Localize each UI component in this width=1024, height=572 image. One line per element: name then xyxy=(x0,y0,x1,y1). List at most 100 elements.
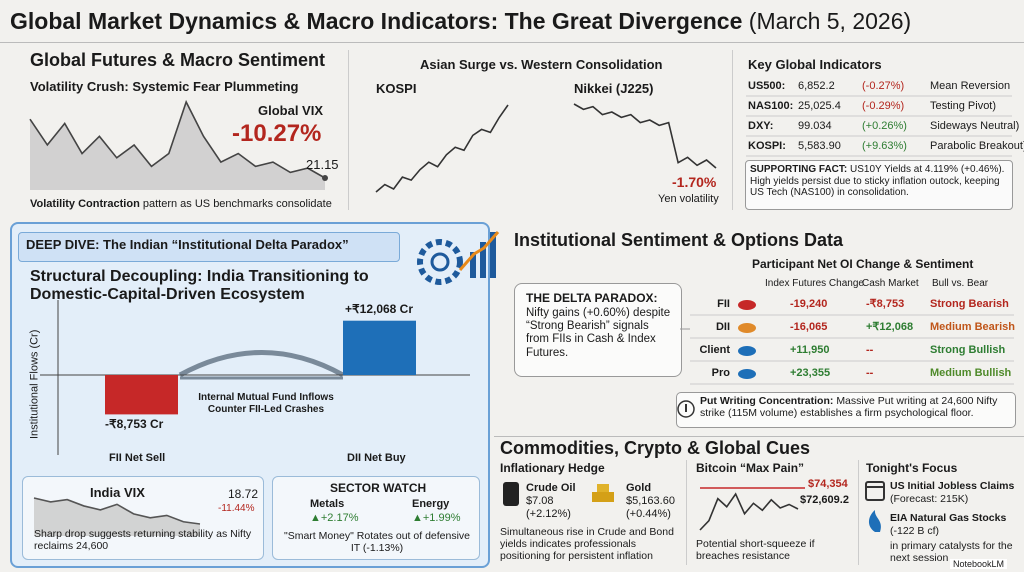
gold-name: Gold xyxy=(626,482,652,494)
gold-change: (+0.44%) xyxy=(626,508,671,520)
participant: Client xyxy=(699,344,730,356)
participant: FII xyxy=(717,298,730,310)
indicator-change: (-0.29%) xyxy=(862,100,905,112)
indicator-value: 99.034 xyxy=(798,120,832,132)
futures-change: -19,240 xyxy=(790,298,828,310)
indicator-change: (-0.27%) xyxy=(862,80,905,92)
sparkline xyxy=(573,103,717,169)
futures-change: +11,950 xyxy=(790,344,830,356)
crude-name: Crude Oil xyxy=(526,482,576,494)
bear-icon xyxy=(738,300,756,310)
sector-box xyxy=(272,476,480,560)
indicator-change: (+9.63%) xyxy=(862,140,907,152)
bar-name: DII Net Buy xyxy=(347,452,406,464)
put-box xyxy=(676,392,1016,428)
put-note: Put Writing Concentration: Massive Put w… xyxy=(700,395,1010,419)
axis-label: Institutional Flows (Cr) xyxy=(28,329,41,440)
put-label: Put Writing Concentration: xyxy=(700,395,834,407)
column-header: Index Futures Change xyxy=(765,278,864,289)
indicator-value: 25,025.4 xyxy=(798,100,841,112)
indicator-note: Testing Pivot) xyxy=(930,100,997,112)
subtitle: Volatility Crush: Systemic Fear Plummeti… xyxy=(30,79,299,94)
bull-icon xyxy=(738,346,756,356)
sector-change: ▲+2.17% xyxy=(310,512,359,524)
bar xyxy=(343,320,416,375)
vix-label: Global VIX xyxy=(258,103,324,118)
section-heading: Key Global Indicators xyxy=(748,57,882,72)
gold-price: $5,163.60 xyxy=(626,495,675,507)
footer: NotebookLM xyxy=(950,559,1008,570)
btc-resistance: $74,354 xyxy=(808,478,848,490)
sparkline xyxy=(699,492,799,531)
sparkline xyxy=(375,104,509,193)
btc-title: Bitcoin “Max Pain” xyxy=(696,461,805,475)
bar-label: +₹12,068 Cr xyxy=(345,301,414,316)
indicator-name: US500: xyxy=(748,80,786,92)
bridge xyxy=(178,350,345,378)
india-vix-label: India VIX xyxy=(90,485,145,500)
title: Global Market Dynamics & Macro Indicator… xyxy=(10,8,911,34)
focus-item: US Initial Jobless Claims xyxy=(890,480,1015,492)
divider xyxy=(686,460,687,565)
caption: Volatility Contraction pattern as US ben… xyxy=(30,198,332,211)
sector-caption: "Smart Money" Rotates out of defensive I… xyxy=(283,530,471,555)
btc-last: $72,609.2 xyxy=(800,494,849,506)
focus-item: EIA Natural Gas Stocks xyxy=(890,512,1007,524)
paradox-box xyxy=(514,283,682,377)
table-title: Participant Net OI Change & Sentiment xyxy=(752,257,974,271)
section-heading: Commodities, Crypto & Global Cues xyxy=(500,438,811,458)
put-text: Massive Put writing at 24,600 Nifty stri… xyxy=(700,395,998,420)
indicator-note: Mean Reversion xyxy=(930,80,1011,92)
caption-text: pattern as US benchmarks consolidate xyxy=(142,198,332,210)
futures-change: +23,355 xyxy=(790,367,831,379)
divider xyxy=(0,42,1024,43)
gear-icon xyxy=(417,231,500,285)
gold-icon xyxy=(592,484,614,502)
bear-icon xyxy=(738,323,756,333)
indicator-name: DXY: xyxy=(748,120,774,132)
participant: DII xyxy=(715,321,730,333)
sector-change: ▲+1.99% xyxy=(412,512,461,524)
column-header: Bull vs. Bear xyxy=(932,278,989,289)
btc-caption: Potential short-squeeze if breaches resi… xyxy=(696,538,815,563)
paradox-title: THE DELTA PARADOX: xyxy=(526,291,658,305)
section-heading: Institutional Sentiment & Options Data xyxy=(514,230,844,250)
barrel-icon xyxy=(503,482,519,506)
india-vix-caption: Sharp drop suggests returning stability … xyxy=(34,528,252,553)
last-point xyxy=(322,175,328,181)
cash-market: -- xyxy=(866,344,874,356)
sparkline-area xyxy=(34,498,200,536)
bar-label: -₹8,753 Cr xyxy=(105,417,164,432)
sparkline xyxy=(29,99,326,179)
indicator-name: NAS100: xyxy=(748,100,794,112)
divider xyxy=(348,50,349,210)
bridge-label: Internal Mutual Fund Inflows Counter FII… xyxy=(198,392,334,415)
indicator-value: 6,852.2 xyxy=(798,80,835,92)
info-icon xyxy=(677,400,695,418)
sector-name: Energy xyxy=(412,498,450,510)
paradox-text: Nifty gains (+0.60%) despite “Strong Bea… xyxy=(526,307,671,359)
column-header: Cash Market xyxy=(862,278,919,289)
divider xyxy=(494,436,1024,437)
caption-bold: Volatility Contraction xyxy=(30,198,140,210)
fact-text: US10Y Yields at 4.119% (+0.46%). High yi… xyxy=(750,164,1005,198)
indicator-value: 5,583.90 xyxy=(798,140,841,152)
focus-detail: (Forecast: 215K) xyxy=(890,493,969,505)
kospi-label: KOSPI xyxy=(376,81,417,96)
crude-price: $7.08 xyxy=(526,495,554,507)
sparkline-area xyxy=(30,102,325,190)
sentiment: Strong Bullish xyxy=(930,344,1006,356)
hedge-caption: Simultaneous rise in Crude and Bond yiel… xyxy=(500,526,674,563)
bar xyxy=(105,375,178,415)
section-heading: Asian Surge vs. Western Consolidation xyxy=(420,57,663,72)
focus-title: Tonight's Focus xyxy=(866,461,958,475)
cash-market: +₹12,068 xyxy=(866,321,914,333)
banner-text: DEEP DIVE: The Indian “Institutional Del… xyxy=(26,237,349,252)
title-text: Global Market Dynamics & Macro Indicator… xyxy=(10,8,743,34)
sector-name: Metals xyxy=(310,498,345,510)
bull-icon xyxy=(738,369,756,379)
indicator-note: Parabolic Breakout) xyxy=(930,140,1024,152)
calendar-icon xyxy=(865,481,885,501)
